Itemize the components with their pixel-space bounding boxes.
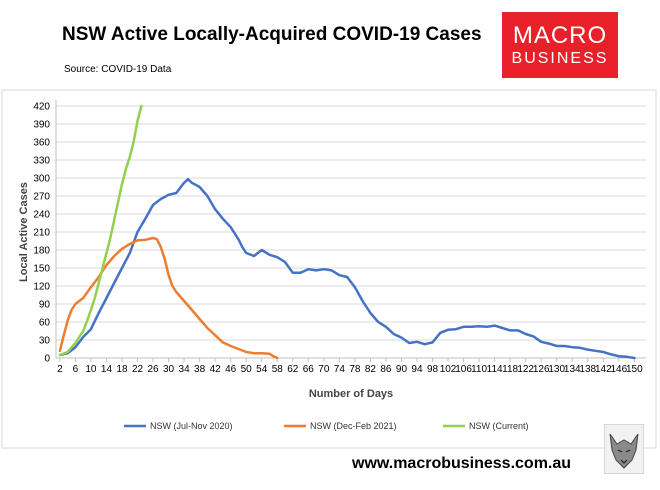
x-tick-label: 66 — [303, 364, 315, 375]
x-tick-label: 106 — [455, 364, 472, 375]
logo-line-2: BUSINESS — [511, 50, 609, 67]
x-tick-label: 122 — [517, 364, 534, 375]
series-line-3 — [58, 104, 143, 357]
y-tick-label: 210 — [33, 228, 50, 239]
y-tick-label: 180 — [33, 246, 50, 257]
x-tick-label: 110 — [471, 364, 487, 375]
chart-area-border — [1, 89, 657, 449]
x-tick-label: 70 — [318, 364, 330, 375]
y-tick-label: 0 — [44, 354, 50, 365]
x-tick-label: 126 — [533, 364, 550, 375]
x-tick-label: 150 — [626, 364, 643, 375]
x-tick-label: 58 — [272, 364, 284, 375]
x-tick-label: 94 — [411, 364, 423, 375]
y-tick-label: 360 — [33, 138, 50, 149]
x-tick-label: 78 — [349, 364, 361, 375]
x-tick-label: 118 — [502, 364, 518, 375]
x-tick-label: 34 — [179, 364, 191, 375]
y-tick-label: 90 — [39, 300, 51, 311]
x-tick-label: 46 — [225, 364, 237, 375]
y-tick-label: 330 — [33, 156, 50, 167]
y-tick-label: 60 — [39, 318, 51, 329]
chart-title: NSW Active Locally-Acquired COVID-19 Cas… — [62, 24, 482, 45]
chart-legend: NSW (Jul-Nov 2020) NSW (Dec-Feb 2021) NSW … — [124, 421, 529, 431]
x-tick-label: 22 — [132, 364, 144, 375]
y-tick-label: 390 — [33, 120, 50, 131]
x-tick-label: 30 — [163, 364, 175, 375]
series-line-2 — [58, 236, 279, 360]
x-tick-label: 98 — [427, 364, 439, 375]
website-url: www.macrobusiness.com.au — [352, 455, 572, 472]
x-tick-label: 74 — [334, 364, 346, 375]
x-tick-label: 138 — [579, 364, 596, 375]
y-tick-label: 150 — [33, 264, 50, 275]
x-tick-label: 6 — [73, 364, 79, 375]
x-tick-label: 142 — [595, 364, 612, 375]
x-tick-label: 134 — [564, 364, 581, 375]
x-tick-label: 62 — [287, 364, 299, 375]
x-tick-label: 102 — [440, 364, 457, 375]
y-tick-label: 270 — [33, 192, 50, 203]
x-tick-label: 54 — [256, 364, 268, 375]
x-tick-label: 18 — [116, 364, 128, 375]
x-tick-label: 2 — [57, 364, 63, 375]
data-series — [58, 104, 636, 360]
y-axis-title: Local Active Cases — [18, 182, 30, 282]
y-tick-label: 300 — [33, 174, 50, 185]
x-tick-label: 90 — [396, 364, 408, 375]
x-tick-label: 130 — [548, 364, 565, 375]
x-tick-label: 14 — [101, 364, 113, 375]
x-tick-label: 114 — [487, 364, 503, 375]
x-tick-label: 86 — [380, 364, 392, 375]
x-axis-title: Number of Days — [309, 388, 393, 400]
y-tick-label: 30 — [39, 336, 51, 347]
y-gridlines — [56, 105, 646, 341]
macrobusiness-logo: MACRO BUSINESS — [502, 12, 618, 78]
x-tick-label: 42 — [210, 364, 222, 375]
y-tick-label: 420 — [33, 102, 50, 113]
wolf-logo-icon — [604, 424, 644, 474]
legend-label-1: NSW (Jul-Nov 2020) — [150, 421, 233, 431]
x-tick-labels: 2 6 10 14 18 22 26 30 34 38 42 46 50 54 58 62 66 70 74 78 82… — [57, 358, 643, 375]
y-tick-label: 120 — [33, 282, 50, 293]
x-tick-label: 82 — [365, 364, 377, 375]
x-tick-label: 146 — [610, 364, 627, 375]
chart-source: Source: COVID-19 Data — [64, 64, 172, 75]
x-tick-label: 10 — [85, 364, 97, 375]
x-tick-label: 38 — [194, 364, 206, 375]
series-line-1 — [58, 177, 636, 360]
y-tick-label: 240 — [33, 210, 50, 221]
legend-label-3: NSW (Current) — [469, 421, 529, 431]
logo-line-1: MACRO — [512, 22, 608, 49]
y-tick-labels: 0 30 60 90 120 150 180 210 240 270 300 330 360 390 420 — [33, 102, 50, 365]
x-tick-label: 50 — [241, 364, 253, 375]
legend-label-2: NSW (Dec-Feb 2021) — [310, 421, 397, 431]
x-tick-label: 26 — [147, 364, 159, 375]
